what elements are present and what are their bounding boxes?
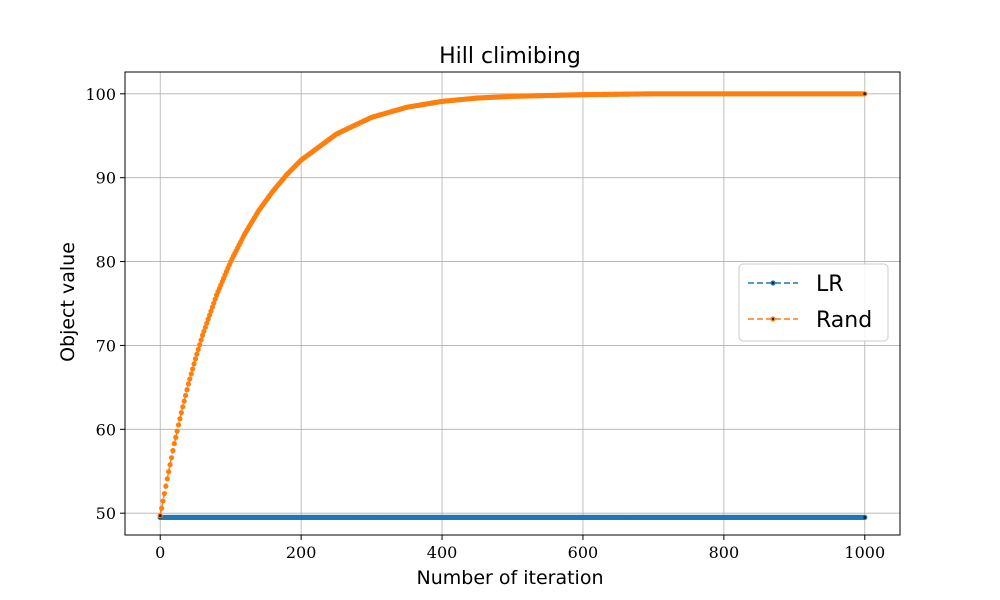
legend-marker-center [771,281,775,285]
y-tick-label: 90 [96,169,116,188]
legend-label: Rand [816,308,872,333]
x-tick-label: 600 [568,543,599,562]
data-point [201,328,207,334]
x-tick-label: 0 [155,543,165,562]
legend-marker-center [771,317,775,321]
data-point [188,371,194,377]
data-point [175,422,182,428]
data-point [185,381,192,387]
data-point [205,316,211,322]
data-point [182,392,189,399]
plot-frame [124,71,901,536]
data-point [170,448,176,454]
legend-label: LR [816,272,844,297]
data-point [211,300,217,306]
x-tick-label: 800 [709,543,740,562]
data-point [199,332,206,338]
data-point [163,483,169,489]
data-point [168,455,175,461]
data-point [192,356,199,362]
data-point [177,416,183,422]
data-point [166,469,172,475]
data-point [191,361,197,367]
series-lr [157,514,868,520]
y-tick-label: 50 [96,504,116,523]
x-tick-label: 400 [427,543,458,562]
data-point [209,304,215,310]
x-tick-label: 200 [286,543,317,562]
data-point [184,387,190,393]
y-tick-label: 80 [96,253,116,272]
data-point [160,498,166,504]
data-point [174,428,180,434]
data-point [206,312,213,318]
data-point [197,342,203,348]
data-point [181,398,187,404]
data-point [212,296,218,302]
x-axis-label: Number of iteration [417,567,604,589]
ticks: 0 200 400 600 800 1000 50 60 70 80 90 100 [85,85,885,562]
data-point [164,476,170,482]
data-point [171,440,177,447]
data-point [195,346,201,353]
data-point [167,462,173,468]
grid [125,72,900,535]
data-point [194,351,200,357]
data-point [208,308,214,314]
end-marker [863,92,867,96]
chart-title: Hill climibing [439,44,581,69]
series-layer [157,91,868,520]
y-tick-label: 100 [85,85,116,104]
data-point [198,337,204,343]
end-marker [158,514,162,518]
data-point [178,409,184,416]
y-axis-label: Object value [57,242,79,362]
y-tick-label: 70 [96,336,116,355]
data-point [173,434,179,440]
data-point [161,490,168,497]
data-point [202,324,208,330]
data-point [187,376,193,382]
y-tick-label: 60 [96,420,116,439]
data-point [190,366,196,372]
series-rand [157,91,868,519]
x-tick-label: 1000 [844,543,885,562]
legend: LR Rand [738,263,889,342]
end-marker [863,515,867,519]
data-point [159,505,165,511]
data-point [180,404,186,410]
data-point [204,320,210,326]
